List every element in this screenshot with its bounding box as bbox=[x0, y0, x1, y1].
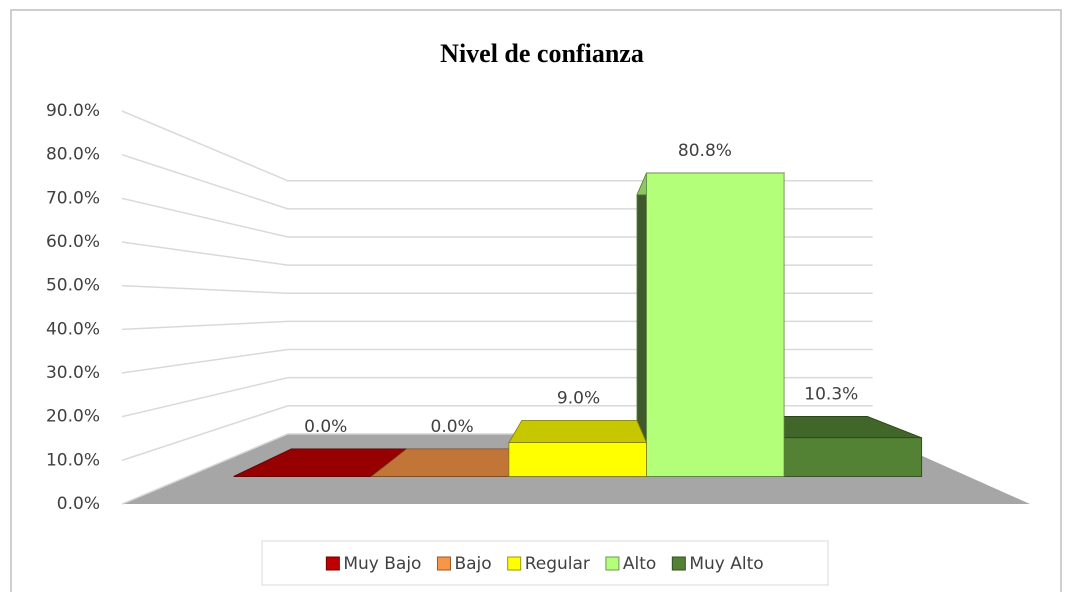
chart-title: Nivel de confianza bbox=[440, 39, 644, 68]
y-tick-label: 60.0% bbox=[46, 232, 100, 252]
legend-swatch bbox=[507, 556, 522, 571]
data-label: 10.3% bbox=[804, 384, 858, 404]
legend-swatch bbox=[325, 556, 340, 571]
legend-box bbox=[261, 540, 829, 586]
y-tick-label: 50.0% bbox=[46, 276, 100, 296]
bar-front bbox=[783, 437, 923, 477]
data-label: 0.0% bbox=[304, 417, 347, 437]
y-tick-label: 10.0% bbox=[46, 450, 100, 470]
data-label: 9.0% bbox=[557, 389, 600, 409]
y-tick-label: 20.0% bbox=[46, 407, 100, 427]
bar bbox=[636, 172, 786, 477]
data-label: 80.8% bbox=[678, 141, 732, 161]
legend-label: Regular bbox=[525, 554, 590, 574]
legend-swatch bbox=[671, 556, 686, 571]
legend-label: Alto bbox=[623, 554, 656, 574]
legend-swatch bbox=[605, 556, 620, 571]
y-tick-label: 0.0% bbox=[57, 494, 100, 514]
bar-front bbox=[508, 442, 647, 477]
legend-swatch bbox=[436, 556, 451, 571]
bar-front bbox=[646, 172, 785, 477]
legend-label: Muy Alto bbox=[689, 554, 763, 574]
legend-label: Muy Bajo bbox=[343, 554, 421, 574]
y-tick-label: 30.0% bbox=[46, 363, 100, 383]
chart-frame bbox=[10, 9, 1062, 592]
bar-top bbox=[508, 420, 648, 444]
legend-label: Bajo bbox=[454, 554, 491, 574]
data-label: 0.0% bbox=[431, 417, 474, 437]
y-tick-label: 90.0% bbox=[46, 101, 100, 121]
y-tick-label: 70.0% bbox=[46, 188, 100, 208]
y-tick-label: 40.0% bbox=[46, 319, 100, 339]
y-tick-label: 80.0% bbox=[46, 145, 100, 165]
bar bbox=[508, 420, 648, 477]
